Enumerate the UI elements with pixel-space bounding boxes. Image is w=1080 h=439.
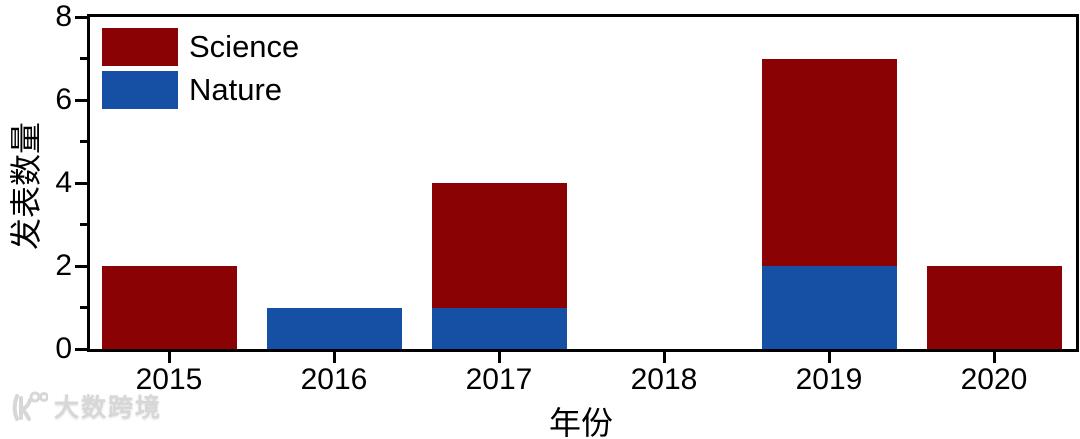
legend-swatch-nature (102, 71, 178, 109)
legend-item-nature: Nature (102, 71, 299, 109)
x-axis-tick (332, 349, 336, 363)
bar-nature-2019 (761, 266, 897, 349)
y-axis-major-tick (75, 347, 90, 351)
legend: Science Nature (102, 28, 299, 109)
x-tick-label: 2016 (300, 363, 368, 396)
y-axis-minor-tick (80, 306, 90, 309)
y-axis-major-tick (75, 98, 90, 102)
x-tick-label: 2020 (960, 363, 1028, 396)
watermark-logo-icon (12, 391, 48, 421)
bar-science-2017 (431, 183, 567, 308)
legend-item-science: Science (102, 28, 299, 66)
y-tick-label: 6 (55, 83, 72, 116)
x-axis-tick (497, 349, 501, 363)
x-tick-label: 2015 (135, 363, 203, 396)
y-axis-minor-tick (80, 223, 90, 226)
y-axis-major-tick (75, 264, 90, 268)
x-tick-label: 2018 (630, 363, 698, 396)
x-axis-tick (662, 349, 666, 363)
y-tick-label: 0 (55, 332, 72, 365)
y-axis-major-tick (75, 181, 90, 185)
legend-label-science: Science (189, 29, 300, 64)
legend-swatch-science (102, 28, 178, 66)
y-tick-label: 4 (55, 166, 72, 199)
bar-nature-2016 (266, 307, 402, 349)
y-axis-minor-tick (80, 57, 90, 60)
x-axis-tick (167, 349, 171, 363)
bar-science-2015 (101, 266, 237, 349)
watermark-text: 大数跨境 (54, 393, 163, 422)
y-tick-label: 2 (55, 249, 72, 282)
watermark: 大数跨境 (8, 386, 162, 426)
y-tick-label: 8 (55, 0, 72, 33)
x-axis-title: 年份 (548, 404, 613, 439)
y-axis-title: 发表数量 (7, 121, 45, 251)
bar-nature-2017 (431, 307, 567, 349)
y-axis-major-tick (75, 15, 90, 19)
x-axis-tick (992, 349, 996, 363)
x-axis-tick (827, 349, 831, 363)
bar-science-2019 (761, 58, 897, 266)
x-tick-label: 2019 (795, 363, 863, 396)
x-tick-label: 2017 (465, 363, 533, 396)
bar-science-2020 (926, 266, 1062, 349)
legend-label-nature: Nature (189, 72, 283, 107)
y-axis-minor-tick (80, 140, 90, 143)
